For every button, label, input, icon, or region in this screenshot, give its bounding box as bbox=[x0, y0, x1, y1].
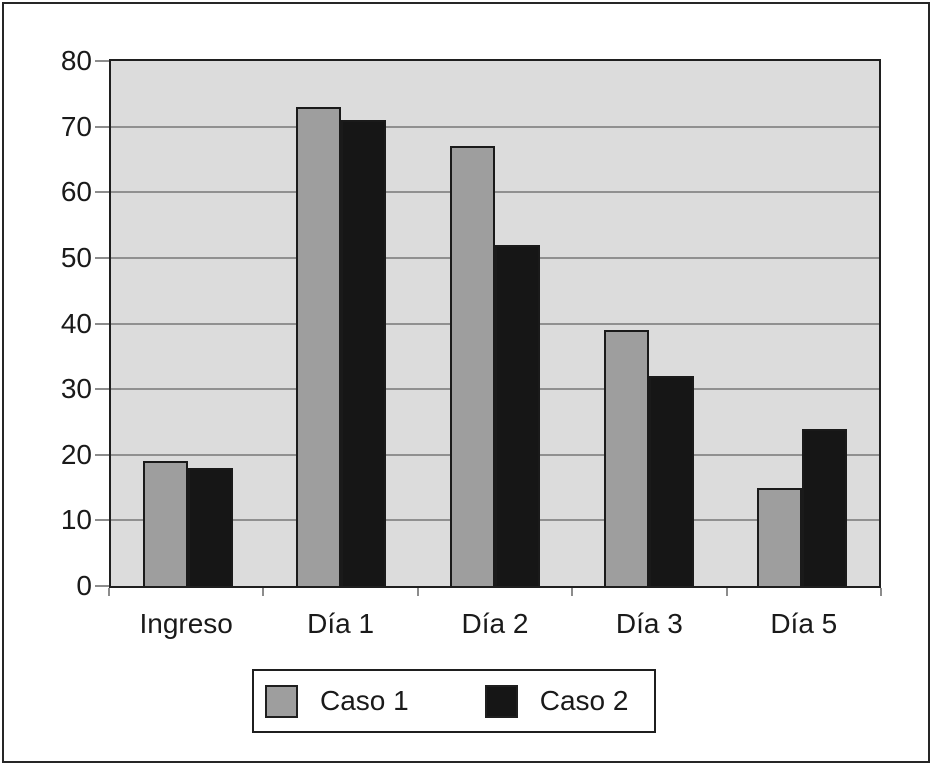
x-axis-tick-5 bbox=[880, 588, 882, 596]
y-axis-label-60: 60 bbox=[60, 176, 92, 208]
y-axis-label-40: 40 bbox=[60, 307, 92, 339]
x-axis-label-ingreso: Ingreso bbox=[139, 608, 233, 639]
y-axis-label-30: 30 bbox=[60, 373, 92, 405]
bar-caso-2-día-1 bbox=[341, 120, 387, 586]
y-axis-tick-0 bbox=[95, 585, 109, 587]
legend: Caso 1 Caso 2 bbox=[252, 669, 656, 733]
legend-label-caso-2: Caso 2 bbox=[539, 685, 629, 716]
x-axis-tick-0 bbox=[108, 588, 110, 596]
y-axis-label-70: 70 bbox=[60, 110, 92, 142]
legend-label-caso-1: Caso 1 bbox=[320, 685, 409, 716]
y-axis-label-20: 20 bbox=[60, 438, 92, 470]
gridline-60 bbox=[111, 191, 879, 194]
bar-caso-2-día-2 bbox=[495, 244, 540, 586]
x-axis-tick-2 bbox=[416, 588, 419, 596]
gridline-70 bbox=[111, 125, 879, 128]
plot-area bbox=[109, 59, 881, 588]
y-axis-tick-40 bbox=[95, 322, 109, 325]
legend-item-caso-1: Caso 1 bbox=[265, 684, 409, 718]
y-axis-label-0: 0 bbox=[76, 570, 92, 601]
x-axis-label-día-3: Día 3 bbox=[615, 608, 683, 639]
bar-caso-2-día-5 bbox=[802, 428, 848, 586]
x-axis-tick-1 bbox=[262, 588, 265, 596]
bar-caso-2-ingreso bbox=[187, 467, 233, 586]
y-axis-label-80: 80 bbox=[60, 45, 92, 76]
y-axis-tick-30 bbox=[95, 388, 109, 391]
x-axis-label-día-2: Día 2 bbox=[461, 608, 529, 639]
bar-caso-1-día-1 bbox=[296, 106, 342, 586]
x-axis-label-día-1: Día 1 bbox=[307, 608, 375, 639]
bar-caso-1-día-3 bbox=[603, 330, 649, 586]
x-axis-tick-3 bbox=[571, 588, 574, 596]
y-axis-tick-10 bbox=[95, 519, 109, 522]
y-axis-label-50: 50 bbox=[60, 241, 92, 273]
bar-caso-1-día-5 bbox=[757, 487, 803, 586]
legend-swatch-caso-1 bbox=[265, 684, 298, 718]
legend-item-caso-2: Caso 2 bbox=[484, 684, 629, 718]
y-axis-tick-80 bbox=[95, 60, 109, 62]
y-axis-label-10: 10 bbox=[60, 504, 92, 536]
x-axis-label-día-5: Día 5 bbox=[770, 608, 838, 639]
bar-caso-1-ingreso bbox=[142, 461, 188, 586]
legend-swatch-caso-2 bbox=[484, 684, 518, 718]
y-axis-tick-20 bbox=[95, 453, 109, 456]
y-axis-tick-70 bbox=[95, 125, 109, 128]
bar-caso-2-día-3 bbox=[648, 376, 694, 586]
y-axis-tick-50 bbox=[95, 256, 109, 259]
y-axis-tick-60 bbox=[95, 191, 109, 194]
bar-caso-1-día-2 bbox=[450, 146, 495, 586]
x-axis-tick-4 bbox=[725, 588, 728, 596]
